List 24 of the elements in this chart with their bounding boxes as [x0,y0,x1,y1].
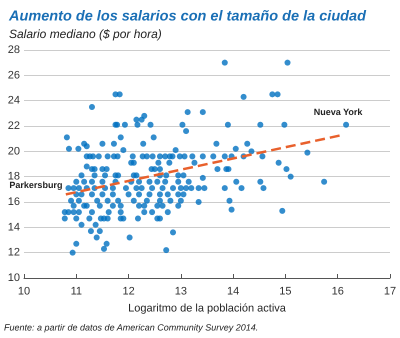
x-tick-label: 11 [70,286,82,298]
x-tick-label: 13 [174,286,187,298]
annotation: Nueva York [314,107,364,118]
y-tick-label: 16 [8,196,20,208]
x-tick-label: 16 [332,286,344,298]
source-note: Fuente: a partir de datos de American Community Survey 2014. [4,322,258,332]
chart-subtitle: Salario mediano ($ por hora) [9,27,162,41]
y-tick-label: 18 [8,170,20,183]
y-tick-label: 20 [8,145,20,158]
x-axis-title: Logaritmo de la población activa [128,302,287,314]
y-tick-label: 26 [8,69,20,82]
x-tick-label: 15 [279,286,292,298]
y-tick-label: 28 [8,44,20,56]
y-tick-label: 14 [8,221,20,234]
y-tick-label: 22 [8,120,20,132]
x-tick-label: 12 [122,286,135,298]
x-tick-label: 17 [384,286,396,298]
y-tick-label: 24 [8,94,20,107]
x-tick-label: 14 [227,286,240,298]
y-tick-label: 12 [8,246,20,259]
chart-title: Aumento de los salarios con el tamaño de la ciudad [8,8,368,24]
y-tick-label: 10 [8,272,20,284]
annotation: Parkersburg [9,180,62,190]
x-tick-label: 10 [18,286,30,298]
